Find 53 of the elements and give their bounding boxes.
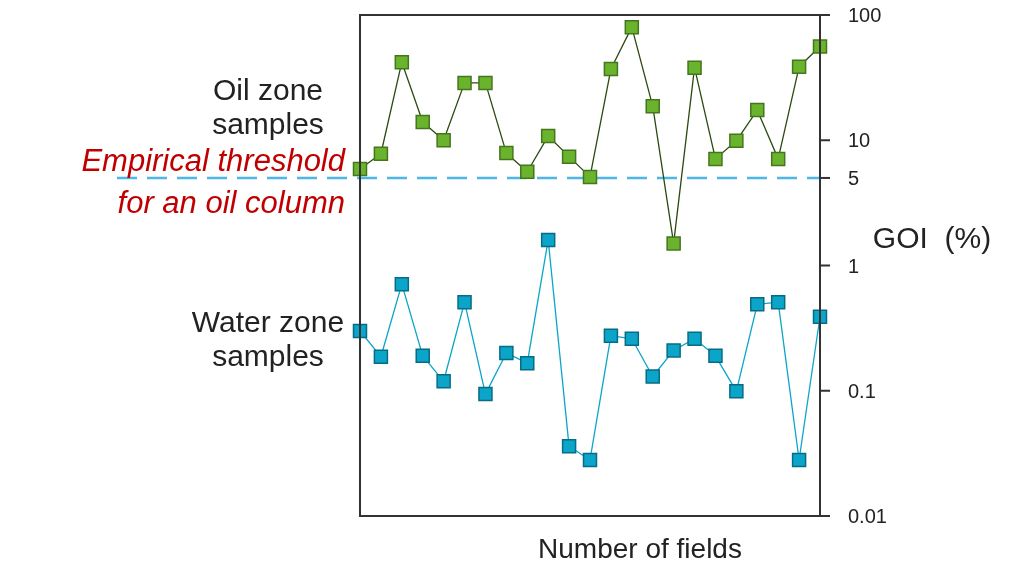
point xyxy=(729,384,744,399)
y-tick-label: 0.01 xyxy=(848,505,887,527)
point xyxy=(561,439,577,454)
point xyxy=(561,149,577,164)
point xyxy=(750,297,765,312)
point xyxy=(687,331,702,347)
point xyxy=(457,75,472,91)
point xyxy=(499,145,514,161)
point xyxy=(373,146,389,162)
y-axis-title: GOI (%) xyxy=(872,221,992,254)
y-tick-label: 1 xyxy=(848,254,860,277)
point xyxy=(708,151,723,167)
y-tick-label: 10 xyxy=(848,129,871,152)
y-tick-label: 100 xyxy=(848,4,882,26)
point xyxy=(394,54,410,70)
point xyxy=(770,294,786,310)
point xyxy=(624,19,640,35)
point xyxy=(582,169,598,185)
point xyxy=(729,133,744,149)
point xyxy=(436,133,451,148)
point xyxy=(708,348,723,364)
x-axis-title: Number of fields xyxy=(538,533,742,564)
point xyxy=(582,452,598,468)
point xyxy=(687,60,702,75)
point xyxy=(540,128,556,144)
ref-line-label: Empirical threshold for an oil column xyxy=(81,142,347,220)
point xyxy=(666,343,681,358)
point xyxy=(645,369,660,384)
series-label: Oil zone samples xyxy=(212,72,324,140)
point xyxy=(540,232,556,248)
point xyxy=(624,331,640,347)
point xyxy=(415,348,430,364)
point xyxy=(791,59,807,75)
point xyxy=(415,114,430,130)
point xyxy=(603,61,619,77)
point xyxy=(478,386,493,402)
point xyxy=(436,374,451,389)
point xyxy=(770,151,786,167)
series-label: Water zone samples xyxy=(191,304,345,372)
point xyxy=(499,345,514,361)
point xyxy=(520,164,535,180)
point xyxy=(750,102,765,118)
point xyxy=(520,355,535,371)
point xyxy=(394,276,410,292)
point xyxy=(791,452,807,468)
point xyxy=(457,294,472,310)
point xyxy=(603,328,619,343)
point xyxy=(478,75,493,91)
point xyxy=(666,236,681,251)
point xyxy=(373,349,389,364)
y-tick-label: 0.1 xyxy=(848,379,876,402)
point xyxy=(645,98,660,114)
y-tick-label: 5 xyxy=(848,166,860,189)
